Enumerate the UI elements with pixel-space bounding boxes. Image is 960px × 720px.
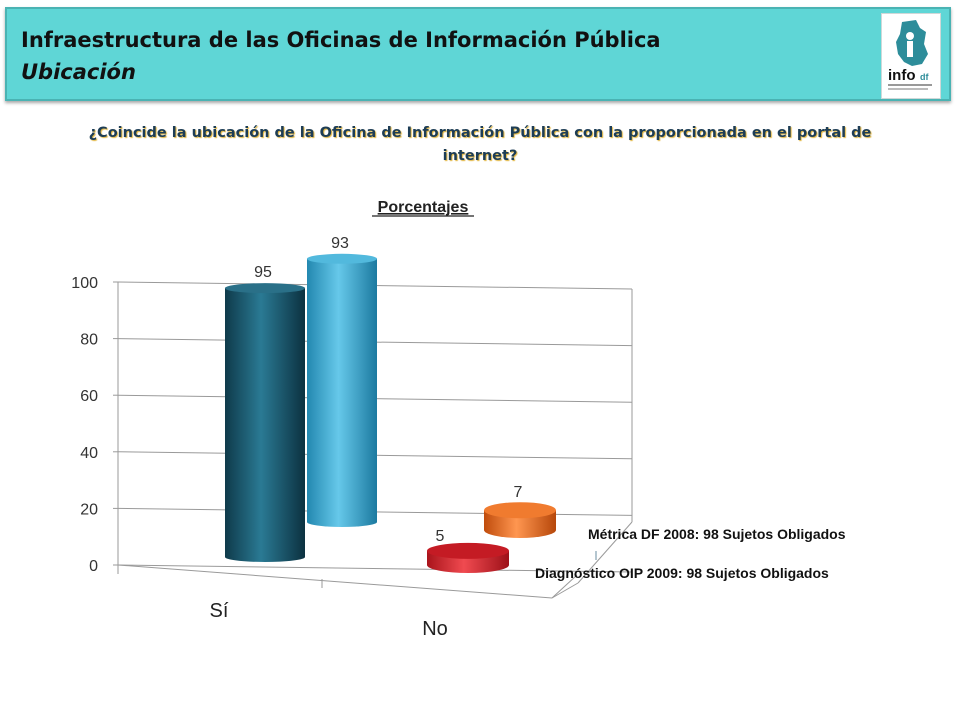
infodf-logo: info df (881, 13, 941, 99)
floor-back-edge (577, 521, 633, 584)
y-tick-label: 100 (71, 275, 98, 292)
data-label: 93 (331, 235, 349, 252)
logo-text: info (888, 67, 916, 84)
bar-0-1 (307, 253, 377, 527)
y-axis-ticks: 0 20 40 60 80 100 (71, 275, 98, 575)
y-tick-label: 40 (80, 445, 98, 462)
x-axis-categories: Sí No (210, 600, 448, 640)
bar-1-0 (427, 542, 509, 573)
bar-top (225, 283, 305, 294)
data-label: 5 (436, 528, 445, 545)
floor-front-edge (117, 564, 553, 599)
logo-suffix: df (920, 72, 929, 82)
gridline (117, 564, 633, 573)
chart-frame (113, 281, 633, 599)
bar-top (484, 502, 556, 519)
data-labels: 95 93 5 7 (254, 235, 522, 545)
legend-entry: Métrica DF 2008: 98 Sujetos Obligados (588, 526, 846, 542)
legend-entry: Diagnóstico OIP 2009: 98 Sujetos Obligad… (535, 565, 829, 581)
survey-question: ¿Coincide la ubicación de la Oficina de … (88, 125, 872, 164)
bar-body (307, 258, 377, 527)
page-subtitle: Ubicación (21, 60, 136, 84)
page-title: Infraestructura de las Oficinas de Infor… (21, 28, 661, 52)
data-label: 7 (514, 484, 523, 501)
bar-top (307, 253, 377, 264)
bar-1-1 (484, 502, 556, 538)
y-tick-label: 0 (89, 558, 98, 575)
data-label: 95 (254, 264, 272, 281)
legend: Diagnóstico OIP 2009: 98 Sujetos Obligad… (535, 526, 846, 581)
y-tick-label: 60 (80, 388, 98, 405)
header-banner: Infraestructura de las Oficinas de Infor… (5, 7, 951, 101)
bar-body (225, 288, 305, 562)
floor-right-edge-2 (551, 582, 579, 599)
floor-right-edge (551, 574, 578, 599)
bar-0-0 (225, 283, 305, 562)
y-tick-label: 20 (80, 501, 98, 518)
y-tick-label: 80 (80, 332, 98, 349)
chart-title: Porcentajes (378, 199, 469, 216)
bar-body (484, 510, 556, 538)
bar-top (427, 542, 509, 559)
bars (225, 253, 556, 573)
x-category-label: No (422, 618, 448, 640)
x-category-label: Sí (210, 600, 229, 622)
